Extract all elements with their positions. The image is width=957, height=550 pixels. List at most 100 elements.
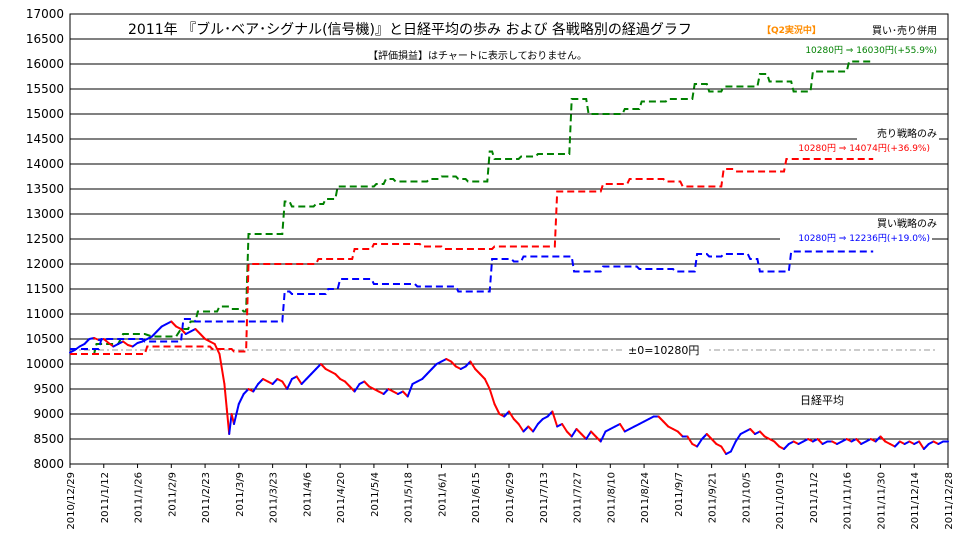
x-tick-label: 2011/2/23 bbox=[201, 472, 212, 523]
nikkei-segment bbox=[319, 363, 327, 370]
series-result-combined: 10280円 ⇒ 16030円(+55.9%) bbox=[805, 45, 937, 56]
nikkei-segment bbox=[874, 435, 882, 443]
nikkei-segment bbox=[213, 343, 221, 355]
x-tick-label: 2011/9/21 bbox=[708, 472, 719, 523]
nikkei-segment bbox=[295, 375, 303, 385]
nikkei-segment bbox=[816, 438, 824, 445]
y-tick-label: 8000 bbox=[33, 457, 64, 471]
nikkei-segment bbox=[151, 330, 158, 338]
nikkei-segment bbox=[676, 430, 684, 438]
nikkei-segment bbox=[218, 353, 226, 385]
series-buy-line bbox=[70, 250, 874, 350]
nikkei-segment bbox=[536, 418, 544, 425]
x-tick-label: 2011/2/9 bbox=[167, 472, 178, 517]
x-tick-label: 2011/9/7 bbox=[674, 472, 685, 517]
nikkei-segment bbox=[281, 380, 289, 390]
y-tick-label: 17000 bbox=[26, 7, 64, 21]
nikkei-segment bbox=[257, 378, 264, 385]
nikkei-segment bbox=[479, 373, 486, 380]
nikkei-segment bbox=[922, 443, 930, 450]
x-tick-label: 2011/10/19 bbox=[775, 472, 786, 530]
x-tick-label: 2011/4/6 bbox=[302, 472, 313, 517]
x-tick-label: 2011/11/16 bbox=[843, 472, 854, 530]
nikkei-segment bbox=[363, 380, 371, 388]
x-tick-label: 2011/4/20 bbox=[336, 472, 347, 523]
series-result-bg bbox=[787, 43, 939, 56]
nikkei-segment bbox=[512, 418, 520, 425]
y-tick-label: 12000 bbox=[26, 257, 64, 271]
nikkei-segment bbox=[102, 338, 110, 344]
nikkei-segment bbox=[522, 425, 530, 433]
baseline-label-bg bbox=[624, 342, 706, 357]
nikkei-segment bbox=[701, 433, 708, 440]
nikkei-segment bbox=[450, 360, 457, 368]
nikkei-segment bbox=[353, 383, 361, 393]
nikkei-segment bbox=[300, 378, 308, 385]
x-tick-label: 2010/12/29 bbox=[66, 472, 77, 530]
nikkei-segment bbox=[879, 435, 887, 443]
series-name-sell: 売り戦略のみ bbox=[877, 127, 937, 140]
nikkei-segment bbox=[527, 425, 535, 433]
nikkei-segment bbox=[758, 430, 766, 438]
nikkei-segment bbox=[430, 363, 438, 370]
nikkei-segment bbox=[242, 388, 250, 395]
y-tick-label: 13500 bbox=[26, 182, 64, 196]
nikkei-segment bbox=[551, 410, 559, 428]
nikkei-segment bbox=[348, 385, 356, 393]
y-tick-label: 16000 bbox=[26, 57, 64, 71]
nikkei-segment bbox=[561, 423, 568, 433]
y-tick-label: 13000 bbox=[26, 207, 64, 221]
nikkei-segment bbox=[580, 433, 588, 440]
nikkei-segment bbox=[194, 328, 202, 335]
nikkei-segment bbox=[503, 410, 510, 418]
series-name-nikkei: 日経平均 bbox=[800, 394, 844, 407]
nikkei-segment bbox=[488, 388, 496, 405]
x-tick-label: 2011/7/13 bbox=[539, 472, 550, 523]
x-tick-label: 2011/12/28 bbox=[944, 472, 955, 530]
nikkei-segment bbox=[310, 368, 317, 375]
series-combined-line bbox=[70, 60, 874, 355]
nikkei-segment bbox=[305, 373, 313, 380]
series-name-combined: 買い･売り併用 bbox=[872, 24, 937, 37]
y-tick-label: 15500 bbox=[26, 82, 64, 96]
series-sell-line bbox=[70, 158, 874, 355]
x-tick-label: 2011/6/1 bbox=[437, 472, 448, 517]
nikkei-segment bbox=[662, 420, 670, 428]
nikkei-segment bbox=[619, 423, 626, 433]
x-tick-label: 2011/1/26 bbox=[134, 472, 145, 523]
baseline-label: ±0=10280円 bbox=[628, 344, 699, 357]
y-tick-label: 15000 bbox=[26, 107, 64, 121]
series-layer bbox=[69, 60, 949, 455]
nikkei-segment bbox=[382, 388, 390, 395]
nikkei-segment bbox=[426, 368, 433, 375]
nikkei-segment bbox=[657, 415, 665, 423]
x-tick-label: 2011/8/10 bbox=[606, 472, 617, 523]
y-tick-label: 11000 bbox=[26, 307, 64, 321]
axis-layer: 8000 8500 9000 9500 10000 10500 11000 11500 1200… bbox=[26, 7, 955, 530]
grid-layer bbox=[70, 13, 948, 465]
y-tick-label: 14000 bbox=[26, 157, 64, 171]
nikkei-segment bbox=[590, 430, 597, 438]
nikkei-segment bbox=[575, 428, 583, 435]
nikkei-segment bbox=[749, 428, 756, 435]
x-tick-label: 2011/10/5 bbox=[741, 472, 752, 523]
y-tick-label: 8500 bbox=[33, 432, 64, 446]
nikkei-segment bbox=[773, 440, 781, 448]
nikkei-segment bbox=[483, 378, 491, 390]
nikkei-segment bbox=[710, 438, 718, 445]
series-label-bg bbox=[857, 126, 939, 140]
nikkei-segment bbox=[720, 445, 728, 455]
nikkei-segment bbox=[493, 403, 501, 415]
y-tick-label: 12500 bbox=[26, 232, 64, 246]
chart-title: 2011年 『ブル･ベア･シグナル(信号機)』と日経平均の歩み および 各戦略別… bbox=[128, 21, 692, 38]
y-tick-label: 14500 bbox=[26, 132, 64, 146]
nikkei-segment bbox=[783, 443, 790, 450]
nikkei-segment bbox=[696, 438, 703, 448]
series-result-sell: 10280円 ⇒ 14074円(+36.9%) bbox=[798, 143, 930, 154]
nikkei-segment bbox=[315, 363, 322, 370]
title-badge: 【Q2実況中】 bbox=[762, 24, 821, 36]
nikkei-segment bbox=[199, 333, 207, 340]
x-tick-label: 2011/7/27 bbox=[573, 472, 584, 523]
